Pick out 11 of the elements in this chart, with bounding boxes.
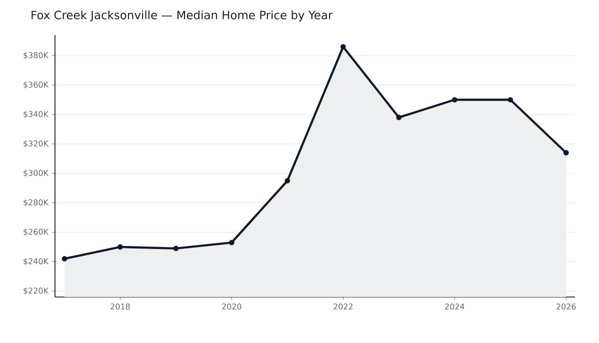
point bbox=[228, 240, 234, 246]
point bbox=[118, 244, 123, 250]
point bbox=[284, 178, 290, 184]
point bbox=[452, 97, 458, 102]
point bbox=[396, 114, 402, 120]
point bbox=[508, 97, 514, 102]
point bbox=[62, 256, 68, 262]
point bbox=[173, 246, 179, 252]
chart-title: Fox Creek Jacksonville — Median Home Price by Year bbox=[32, 10, 333, 22]
point bbox=[563, 150, 569, 156]
point bbox=[340, 44, 346, 50]
